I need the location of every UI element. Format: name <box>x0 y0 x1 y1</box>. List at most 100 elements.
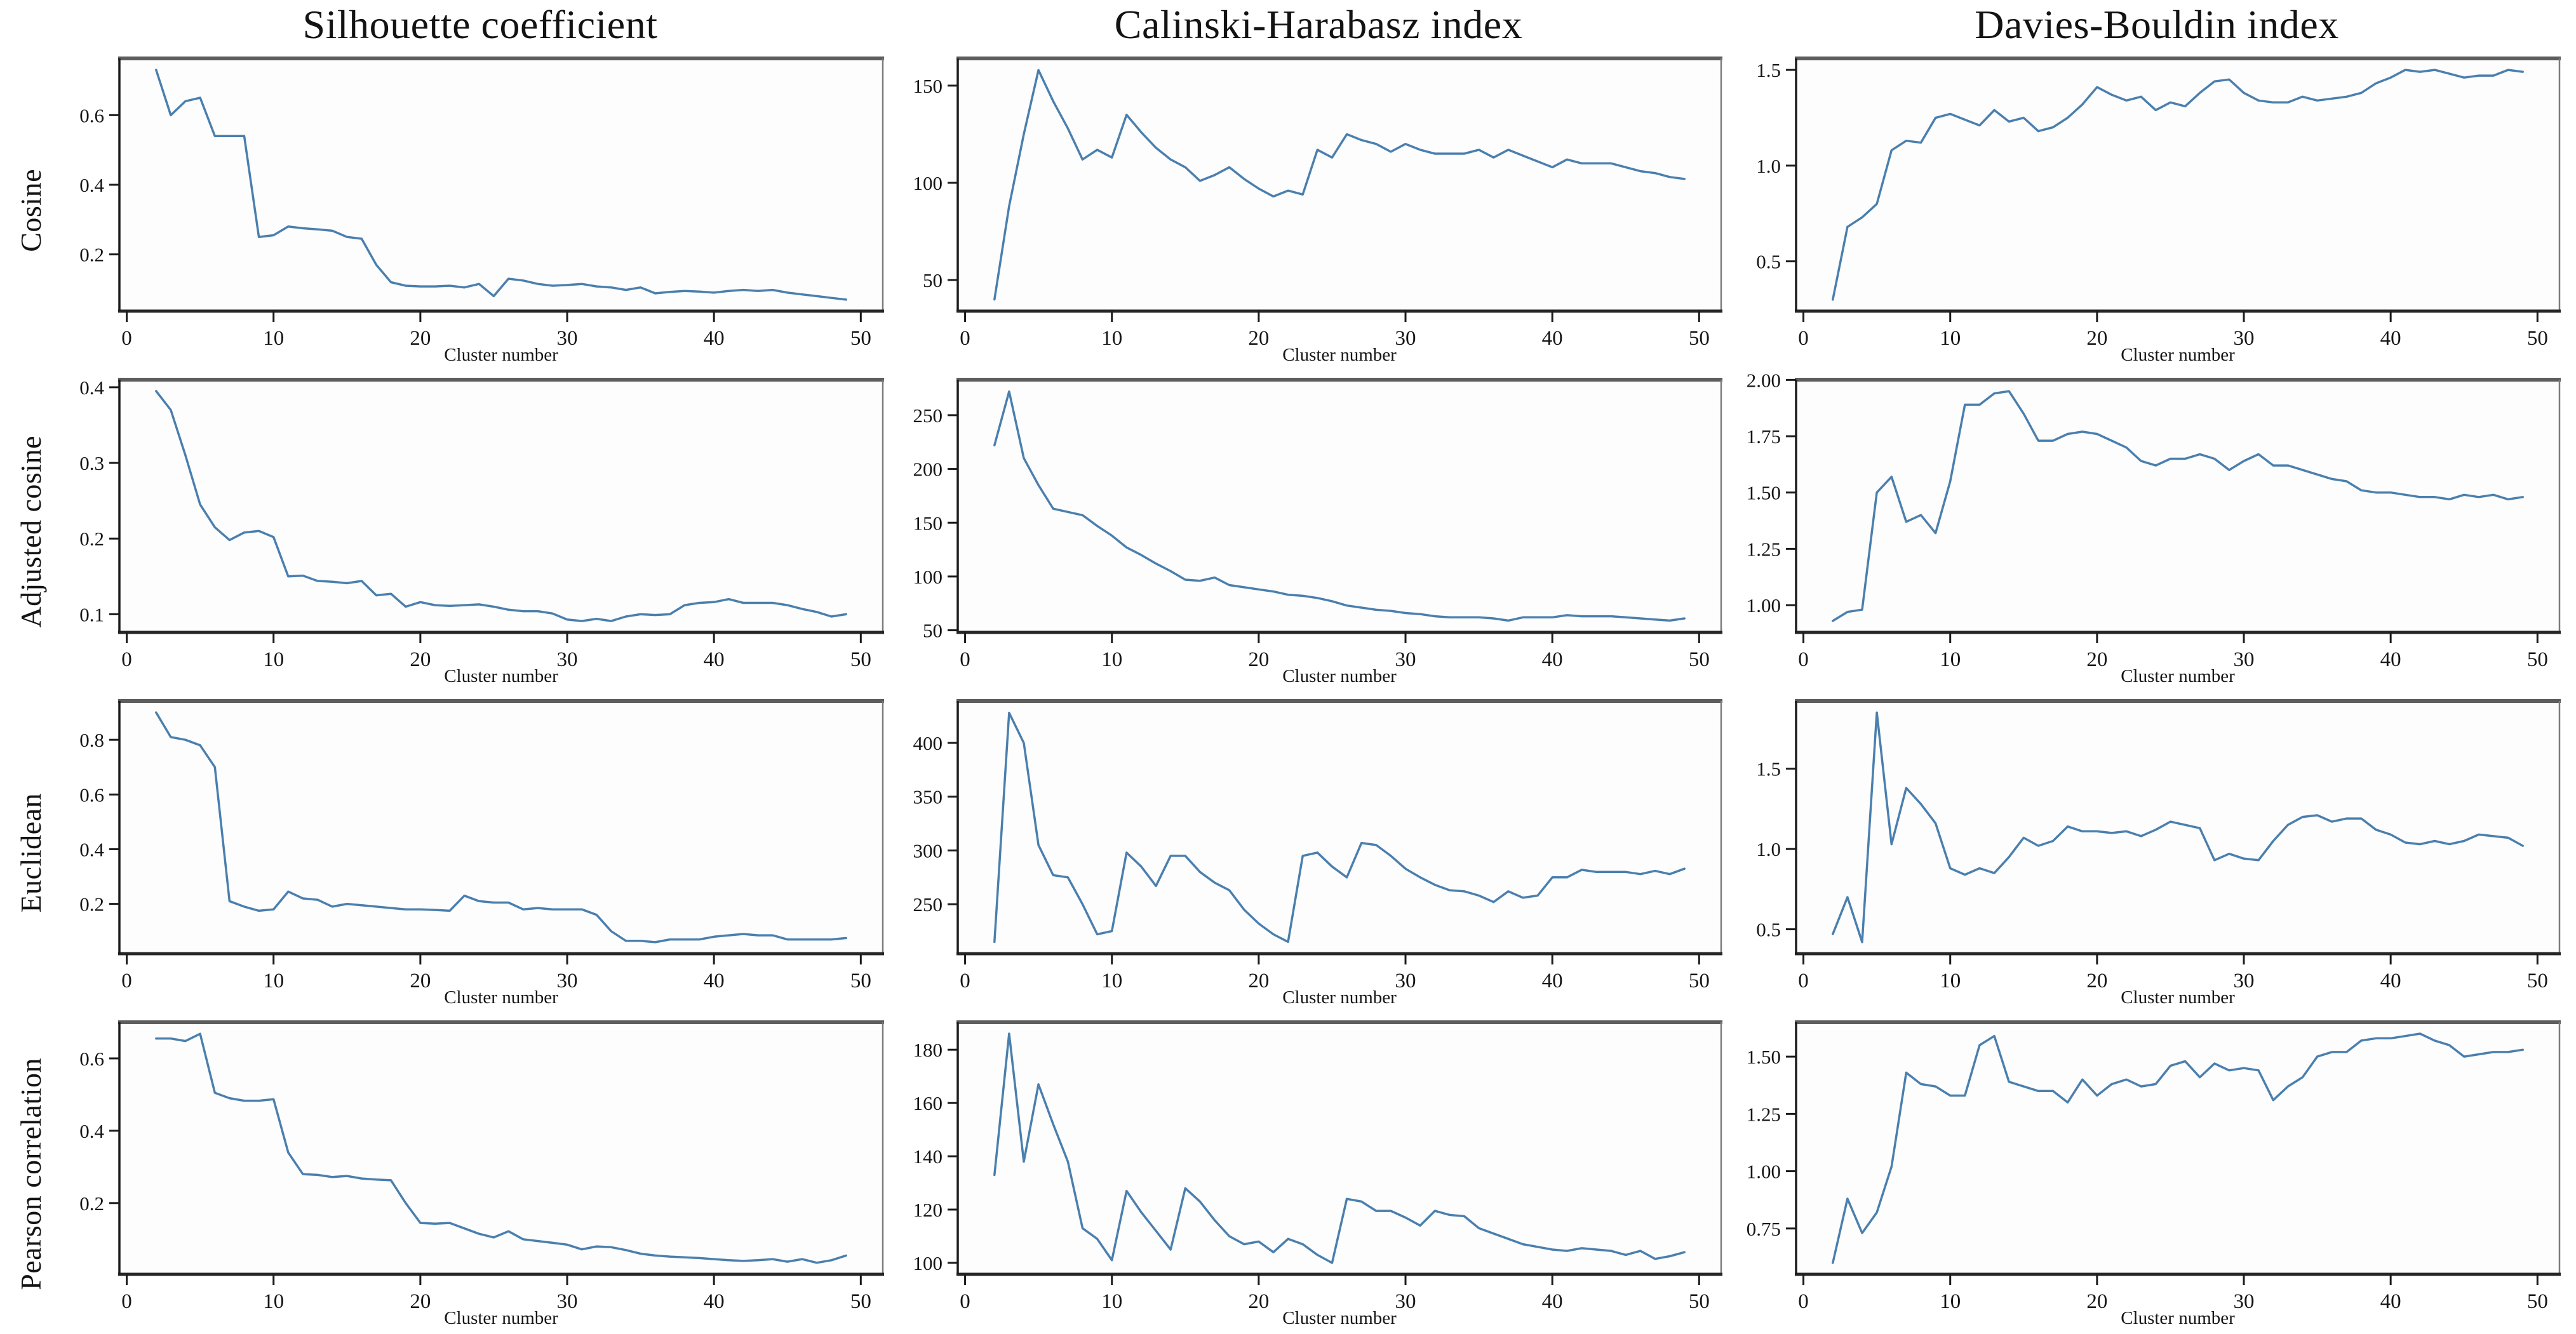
chart-adjusted-cosine-davies-bouldin-svg: 1.00 1.25 1.50 1.75 2.00 0 10 20 30 40 50 Cluster n… <box>1747 371 2561 686</box>
svg-text:10: 10 <box>1940 1290 1961 1313</box>
svg-text:50: 50 <box>2527 970 2548 992</box>
svg-text:0.5: 0.5 <box>1756 919 1781 941</box>
svg-text:0: 0 <box>960 970 970 992</box>
svg-text:0: 0 <box>960 648 970 671</box>
svg-text:Cluster number: Cluster number <box>2121 987 2235 1008</box>
svg-text:Cluster number: Cluster number <box>444 345 558 365</box>
svg-text:150: 150 <box>913 512 943 534</box>
svg-text:40: 40 <box>2380 970 2401 992</box>
svg-text:40: 40 <box>1542 970 1563 992</box>
svg-text:50: 50 <box>2527 648 2548 671</box>
chart-cosine-calinski-harabasz-svg: 50 100 150 0 10 20 30 40 50 Cluster number <box>913 57 1722 365</box>
svg-text:20: 20 <box>410 970 431 992</box>
chart-adjusted-cosine-calinski-harabasz-svg: 50 100 150 200 250 0 10 20 30 40 50 Cluster number <box>913 378 1722 686</box>
row-label-euclidean: Euclidean <box>0 692 61 1013</box>
svg-text:1.5: 1.5 <box>1756 59 1781 81</box>
svg-text:Cluster number: Cluster number <box>1282 987 1397 1008</box>
svg-text:30: 30 <box>2234 327 2255 350</box>
svg-text:40: 40 <box>704 648 725 671</box>
chart-euclidean-silhouette-svg: 0.2 0.4 0.6 0.8 0 10 20 30 40 50 Cluster number <box>79 699 884 1008</box>
svg-text:140: 140 <box>913 1145 943 1168</box>
svg-text:50: 50 <box>1689 327 1710 350</box>
chart-pearson-silhouette-svg: 0.2 0.4 0.6 0 10 20 30 40 50 Cluster number <box>79 1020 884 1328</box>
svg-text:Cluster number: Cluster number <box>1282 666 1397 686</box>
svg-text:1.50: 1.50 <box>1747 1046 1781 1068</box>
row-label-adjusted-cosine: Adjusted cosine <box>0 371 61 692</box>
svg-text:180: 180 <box>913 1039 943 1061</box>
svg-text:100: 100 <box>913 172 943 194</box>
svg-text:10: 10 <box>1101 1290 1122 1313</box>
svg-text:40: 40 <box>1542 1290 1563 1313</box>
svg-text:Cluster number: Cluster number <box>1282 345 1397 365</box>
svg-text:Cluster number: Cluster number <box>2121 666 2235 686</box>
svg-text:0: 0 <box>960 1290 970 1313</box>
svg-text:50: 50 <box>2527 327 2548 350</box>
svg-text:0.6: 0.6 <box>79 1048 104 1070</box>
svg-text:20: 20 <box>410 1290 431 1313</box>
chart-pearson-calinski-harabasz: 100 120 140 160 180 0 10 20 30 40 50 Cluster number <box>899 1013 1738 1334</box>
chart-pearson-davies-bouldin-svg: 0.75 1.00 1.25 1.50 0 10 20 30 40 50 Cluster numbe… <box>1747 1020 2561 1328</box>
svg-text:30: 30 <box>2234 648 2255 671</box>
svg-text:350: 350 <box>913 786 943 808</box>
svg-text:30: 30 <box>2234 1290 2255 1313</box>
chart-adjusted-cosine-silhouette: 0.1 0.2 0.3 0.4 0 10 20 30 40 50 Cluster number <box>61 371 899 692</box>
column-title-davies-bouldin-index: Davies-Bouldin index <box>1975 2 2339 47</box>
svg-text:10: 10 <box>263 648 284 671</box>
svg-text:10: 10 <box>1101 648 1122 671</box>
svg-text:40: 40 <box>704 970 725 992</box>
svg-text:1.0: 1.0 <box>1756 155 1781 177</box>
svg-text:0: 0 <box>121 1290 132 1313</box>
svg-text:0.2: 0.2 <box>79 244 104 266</box>
svg-text:0.4: 0.4 <box>79 174 104 196</box>
chart-euclidean-calinski-harabasz-svg: 250 300 350 400 0 10 20 30 40 50 Cluster number <box>913 699 1722 1008</box>
svg-text:20: 20 <box>2086 970 2107 992</box>
svg-text:1.00: 1.00 <box>1747 594 1781 617</box>
corner-spacer <box>0 0 61 50</box>
svg-text:0.4: 0.4 <box>79 377 104 399</box>
svg-text:50: 50 <box>850 327 871 350</box>
svg-text:0.4: 0.4 <box>79 838 104 860</box>
svg-text:0: 0 <box>121 648 132 671</box>
chart-adjusted-cosine-silhouette-svg: 0.1 0.2 0.3 0.4 0 10 20 30 40 50 Cluster number <box>79 377 884 686</box>
svg-text:10: 10 <box>1101 970 1122 992</box>
svg-text:0: 0 <box>1798 648 1809 671</box>
svg-text:0.2: 0.2 <box>79 893 104 916</box>
svg-text:300: 300 <box>913 839 943 862</box>
svg-text:40: 40 <box>704 1290 725 1313</box>
svg-text:50: 50 <box>1689 1290 1710 1313</box>
chart-adjusted-cosine-calinski-harabasz: 50 100 150 200 250 0 10 20 30 40 50 Cluster number <box>899 371 1738 692</box>
chart-euclidean-calinski-harabasz: 250 300 350 400 0 10 20 30 40 50 Cluster number <box>899 692 1738 1013</box>
svg-text:2.00: 2.00 <box>1747 371 1781 391</box>
svg-text:Cluster number: Cluster number <box>444 1308 558 1328</box>
svg-text:0.4: 0.4 <box>79 1120 104 1142</box>
svg-text:30: 30 <box>557 327 578 350</box>
row-label-adjusted-cosine-text: Adjusted cosine <box>14 435 47 628</box>
svg-text:150: 150 <box>913 75 943 97</box>
svg-text:30: 30 <box>557 1290 578 1313</box>
svg-text:250: 250 <box>913 893 943 916</box>
svg-text:40: 40 <box>2380 648 2401 671</box>
svg-text:40: 40 <box>1542 648 1563 671</box>
svg-text:20: 20 <box>410 648 431 671</box>
svg-text:Cluster number: Cluster number <box>1282 1308 1397 1328</box>
row-label-euclidean-text: Euclidean <box>14 792 47 913</box>
svg-text:30: 30 <box>1395 648 1416 671</box>
svg-text:20: 20 <box>2086 1290 2107 1313</box>
svg-text:40: 40 <box>704 327 725 350</box>
svg-text:20: 20 <box>1248 327 1269 350</box>
svg-text:10: 10 <box>1940 327 1961 350</box>
svg-text:0.75: 0.75 <box>1747 1218 1781 1240</box>
svg-text:1.50: 1.50 <box>1747 482 1781 504</box>
chart-euclidean-davies-bouldin-svg: 0.5 1.0 1.5 0 10 20 30 40 50 Cluster number <box>1756 699 2561 1008</box>
svg-text:100: 100 <box>913 566 943 588</box>
svg-text:10: 10 <box>263 327 284 350</box>
svg-text:10: 10 <box>1101 327 1122 350</box>
svg-text:0.3: 0.3 <box>79 452 104 474</box>
svg-text:20: 20 <box>410 327 431 350</box>
svg-text:0.5: 0.5 <box>1756 251 1781 273</box>
svg-text:0.2: 0.2 <box>79 528 104 550</box>
svg-text:Cluster number: Cluster number <box>2121 345 2235 365</box>
svg-text:200: 200 <box>913 458 943 481</box>
svg-text:0: 0 <box>121 970 132 992</box>
